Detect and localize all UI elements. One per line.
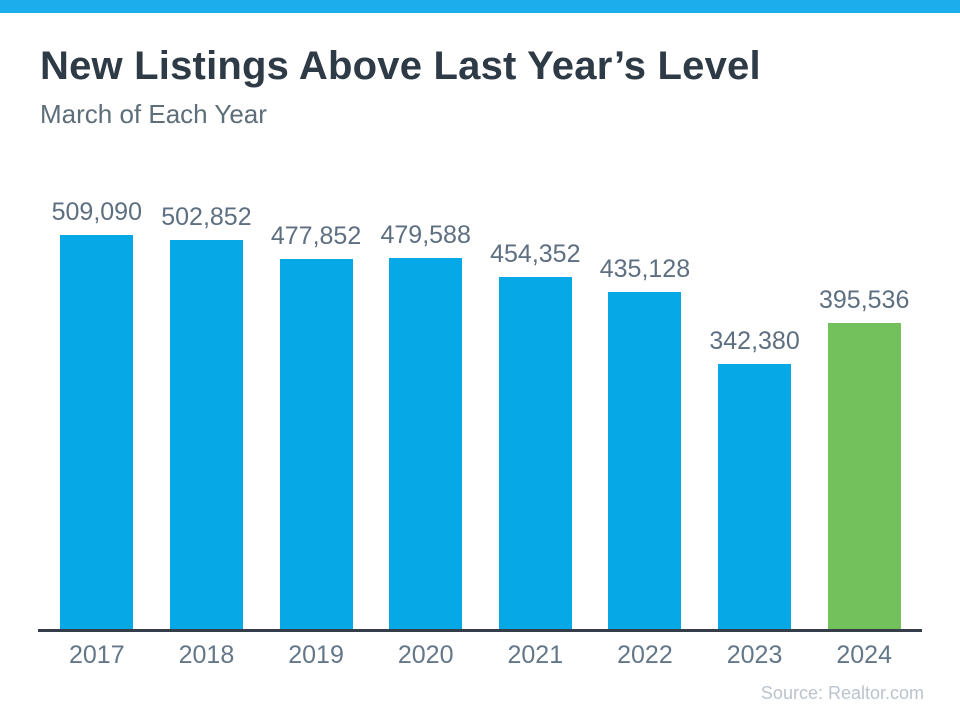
- bar-column-2018: 502,852: [152, 202, 262, 629]
- x-axis-label-2017: 2017: [69, 641, 125, 669]
- bar-column-2020: 479,588: [371, 220, 481, 629]
- chart-subtitle: March of Each Year: [40, 99, 267, 129]
- x-axis-label-2022: 2022: [617, 641, 673, 669]
- bar-2018: [169, 240, 243, 629]
- x-axis-label-2018: 2018: [178, 641, 235, 669]
- bar-2020: [389, 258, 463, 629]
- bar-2024: [827, 323, 901, 629]
- bar-2021: [498, 277, 572, 629]
- bar-value-label-2024: 395,536: [819, 285, 910, 314]
- bar-value-label-2020: 479,588: [380, 220, 471, 249]
- bar-2023: [718, 364, 792, 629]
- x-axis-label-2023: 2023: [726, 641, 783, 669]
- bar-value-label-2023: 342,380: [709, 326, 800, 355]
- x-axis-label-2020: 2020: [397, 641, 454, 669]
- bar-column-2017: 509,090: [42, 197, 152, 629]
- x-axis-line: [38, 629, 922, 632]
- bar-column-2019: 477,852: [261, 221, 371, 629]
- bar-value-label-2018: 502,852: [161, 202, 252, 231]
- bar-column-2024: 395,536: [809, 285, 919, 629]
- bar-value-label-2017: 509,090: [51, 197, 142, 226]
- bar-value-label-2021: 454,352: [490, 239, 581, 268]
- bar-value-label-2022: 435,128: [599, 254, 691, 283]
- top-accent-bar: [0, 0, 960, 13]
- chart-title: New Listings Above Last Year’s Level: [40, 44, 761, 88]
- x-axis-label-2021: 2021: [507, 641, 564, 669]
- bar-2019: [279, 259, 353, 629]
- bar-2017: [60, 235, 134, 629]
- bar-value-label-2019: 477,852: [270, 221, 362, 250]
- bar-column-2023: 342,380: [700, 326, 810, 629]
- bar-column-2021: 454,352: [481, 239, 591, 629]
- x-axis-labels-row: 2017 2018 2019 2020 2021 2022 2023 2024: [42, 641, 919, 670]
- bar-column-2022: 435,128: [590, 254, 700, 629]
- x-axis-label-2024: 2024: [836, 641, 892, 669]
- bars-row: 509,090 502,852 477,852 479,588 454,352 435,1…: [42, 197, 919, 629]
- source-attribution: Source: Realtor.com: [760, 683, 924, 703]
- bar-2022: [608, 292, 682, 629]
- x-axis-label-2019: 2019: [288, 641, 344, 669]
